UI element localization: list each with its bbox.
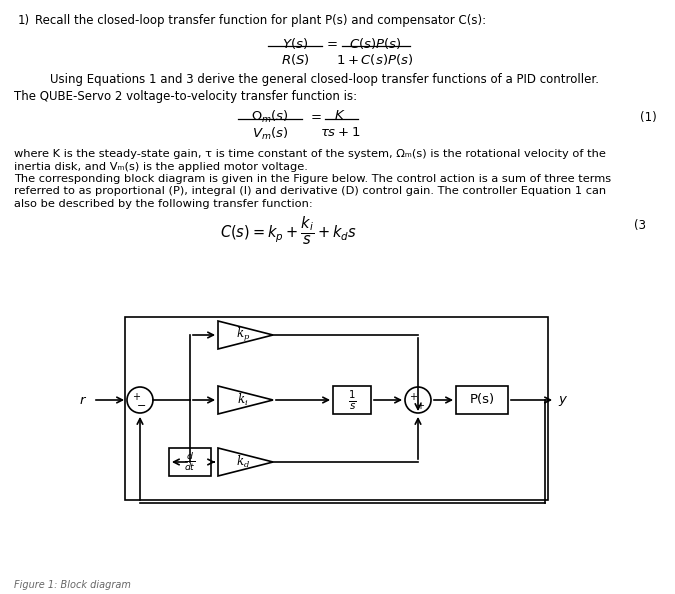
Text: inertia disk, and Vₘ(s) is the applied motor voltage.: inertia disk, and Vₘ(s) is the applied m… bbox=[14, 162, 308, 172]
Bar bbox=[333, 386, 371, 414]
Text: $1 + C(s)P(s)$: $1 + C(s)P(s)$ bbox=[336, 52, 414, 67]
Text: $K$: $K$ bbox=[334, 109, 346, 122]
Text: =: = bbox=[310, 112, 321, 125]
Text: +: + bbox=[132, 392, 140, 402]
Text: Using Equations 1 and 3 derive the general closed-loop transfer functions of a P: Using Equations 1 and 3 derive the gener… bbox=[50, 73, 599, 86]
Text: y: y bbox=[558, 393, 566, 406]
Text: The corresponding block diagram is given in the Figure below. The control action: The corresponding block diagram is given… bbox=[14, 174, 611, 184]
Text: $C(s) = k_p + \dfrac{k_i}{s} + k_d s$: $C(s) = k_p + \dfrac{k_i}{s} + k_d s$ bbox=[220, 215, 357, 247]
Text: $\Omega_m(s)$: $\Omega_m(s)$ bbox=[251, 109, 289, 125]
Bar bbox=[456, 386, 508, 414]
Text: (3: (3 bbox=[634, 219, 646, 232]
Bar bbox=[169, 448, 211, 476]
Text: $V_m(s)$: $V_m(s)$ bbox=[252, 126, 288, 142]
Text: =: = bbox=[327, 39, 338, 52]
Text: $k_i$: $k_i$ bbox=[237, 392, 248, 408]
Text: P(s): P(s) bbox=[469, 393, 495, 406]
Text: $k_d$: $k_d$ bbox=[236, 454, 250, 470]
Text: (1): (1) bbox=[640, 112, 656, 125]
Text: +: + bbox=[409, 392, 417, 402]
Text: $k_p$: $k_p$ bbox=[236, 326, 250, 344]
Text: $\frac{d}{dt}$: $\frac{d}{dt}$ bbox=[184, 451, 196, 473]
Text: $C(s)P(s)$: $C(s)P(s)$ bbox=[349, 36, 401, 51]
Text: referred to as proportional (P), integral (I) and derivative (D) control gain. T: referred to as proportional (P), integra… bbox=[14, 187, 606, 197]
Text: where K is the steady-state gain, τ is time constant of the system, Ωₘ(s) is the: where K is the steady-state gain, τ is t… bbox=[14, 149, 606, 159]
Text: r: r bbox=[80, 393, 85, 406]
Text: −: − bbox=[137, 401, 146, 411]
Text: $\tau s + 1$: $\tau s + 1$ bbox=[320, 126, 360, 139]
Text: Figure 1: Block diagram: Figure 1: Block diagram bbox=[14, 580, 131, 590]
Text: $R(S)$: $R(S)$ bbox=[281, 52, 309, 67]
Text: 1): 1) bbox=[18, 14, 30, 27]
Text: $\frac{1}{s}$: $\frac{1}{s}$ bbox=[348, 388, 356, 412]
Text: $Y(s)$: $Y(s)$ bbox=[282, 36, 308, 51]
Text: also be described by the following transfer function:: also be described by the following trans… bbox=[14, 199, 313, 209]
Text: +: + bbox=[416, 401, 424, 411]
Bar bbox=[125, 317, 548, 500]
Text: Recall the closed-loop transfer function for plant P(s) and compensator C(s):: Recall the closed-loop transfer function… bbox=[35, 14, 486, 27]
Text: The QUBE-Servo 2 voltage-to-velocity transfer function is:: The QUBE-Servo 2 voltage-to-velocity tra… bbox=[14, 90, 357, 103]
